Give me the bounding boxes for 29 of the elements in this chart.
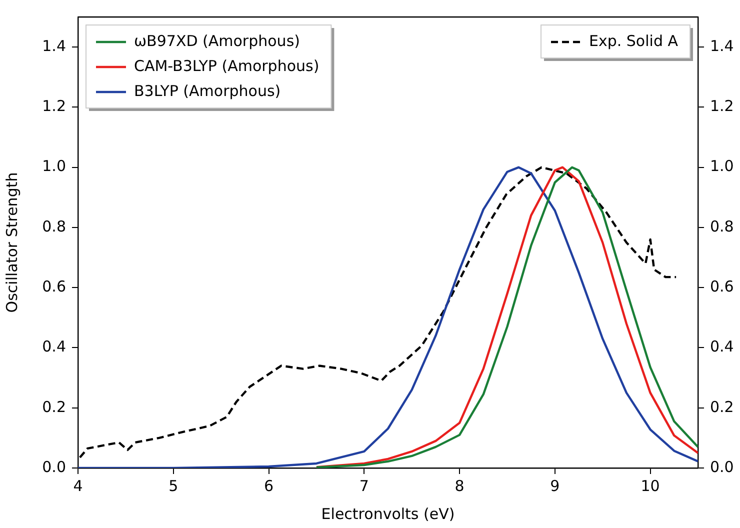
legend-label: ωB97XD (Amorphous) xyxy=(134,32,300,50)
y-tick-label: 1.0 xyxy=(42,157,66,176)
y-axis-title: Oscillator Strength xyxy=(2,172,21,313)
y2-tick-label: 1.4 xyxy=(710,36,734,55)
y2-tick-label: 0.2 xyxy=(710,398,734,416)
x-axis-title: Electronvolts (eV) xyxy=(321,504,455,523)
y2-tick-label: 1.2 xyxy=(710,97,734,116)
y-tick-label: 1.2 xyxy=(42,97,66,116)
legend-label: B3LYP (Amorphous) xyxy=(134,82,281,100)
x-tick-label: 4 xyxy=(73,476,83,495)
y2-tick-label: 0.0 xyxy=(710,458,734,476)
y2-tick-label: 0.6 xyxy=(710,277,734,296)
y2-tick-label: 0.4 xyxy=(710,338,734,356)
y-tick-label: 0.0 xyxy=(42,458,66,476)
y-tick-label: 1.4 xyxy=(42,36,66,55)
y-tick-label: 0.2 xyxy=(42,398,66,416)
x-tick-label: 8 xyxy=(454,476,464,495)
y-tick-label: 0.6 xyxy=(42,277,66,296)
x-tick-label: 7 xyxy=(359,476,369,495)
y-tick-label: 0.8 xyxy=(42,217,66,236)
legend-label: CAM-B3LYP (Amorphous) xyxy=(134,56,320,75)
y-tick-label: 0.4 xyxy=(42,338,66,356)
legend-label: Exp. Solid A xyxy=(589,32,679,50)
x-tick-label: 5 xyxy=(168,476,178,495)
x-tick-label: 6 xyxy=(264,476,274,495)
y2-tick-label: 0.8 xyxy=(710,217,734,236)
y2-tick-label: 1.0 xyxy=(710,157,734,176)
x-tick-label: 10 xyxy=(640,476,660,495)
x-tick-label: 9 xyxy=(550,476,560,495)
